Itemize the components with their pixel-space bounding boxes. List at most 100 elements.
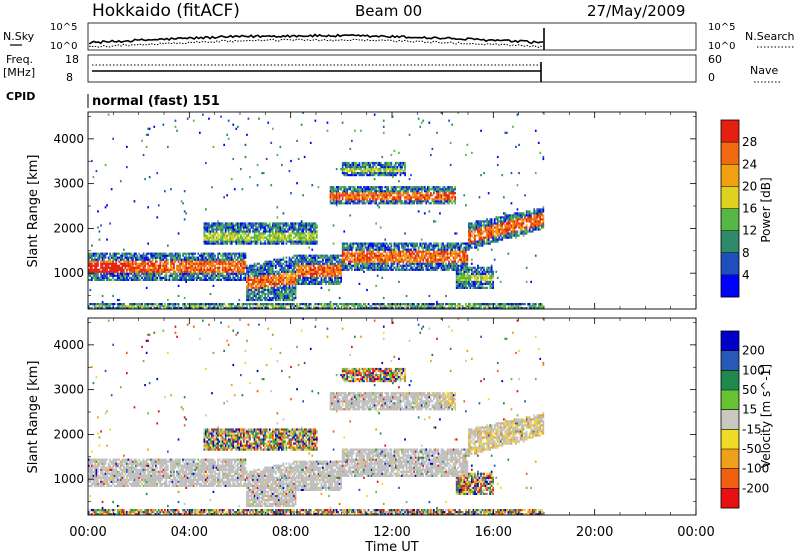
power-cell xyxy=(256,282,259,285)
power-cell xyxy=(132,270,134,273)
power-cell xyxy=(182,264,184,267)
power-cell xyxy=(366,168,368,171)
power-cell xyxy=(305,228,308,231)
power-cell xyxy=(255,280,257,283)
power-cell xyxy=(121,278,124,281)
power-cell xyxy=(232,123,235,126)
power-cell xyxy=(314,119,317,122)
power-cell xyxy=(262,276,265,279)
power-cell xyxy=(381,192,384,195)
power-cell xyxy=(398,198,400,201)
power-cell xyxy=(241,254,244,257)
power-cell xyxy=(106,204,108,207)
power-cell xyxy=(393,248,396,251)
power-cell xyxy=(98,276,101,279)
power-cell xyxy=(335,256,338,259)
power-cell xyxy=(398,258,400,261)
power-cell xyxy=(325,303,327,306)
power-cell xyxy=(177,268,180,271)
power-cell xyxy=(183,190,186,193)
power-cell xyxy=(276,298,279,302)
power-cell xyxy=(399,260,402,263)
power-cell xyxy=(305,256,308,259)
power-cell xyxy=(360,129,362,132)
power-cell xyxy=(256,222,259,225)
power-cell xyxy=(229,222,232,225)
power-cell xyxy=(376,254,379,257)
power-cell xyxy=(294,270,297,273)
power-cell xyxy=(142,307,145,310)
power-cell xyxy=(317,268,320,271)
power-cell xyxy=(385,202,388,205)
power-cell xyxy=(288,278,291,281)
power-cell xyxy=(94,252,96,255)
power-cell xyxy=(142,262,145,265)
power-cell xyxy=(392,254,394,257)
power-cell xyxy=(281,305,283,308)
power-cell xyxy=(119,270,122,273)
power-cell xyxy=(300,270,303,273)
power-cell xyxy=(363,262,365,265)
power-cell xyxy=(288,290,291,294)
power-cell xyxy=(335,186,338,189)
power-cell xyxy=(398,246,400,249)
power-cell xyxy=(396,248,399,251)
power-cell xyxy=(171,256,174,259)
power-cell xyxy=(95,262,98,265)
power-cell xyxy=(281,280,283,283)
power-cell xyxy=(317,276,320,279)
power-cell xyxy=(112,303,114,306)
power-cell xyxy=(378,256,380,259)
power-cell xyxy=(240,168,242,171)
power-cell xyxy=(352,161,355,165)
power-cell xyxy=(287,266,289,269)
power-cell xyxy=(246,268,248,271)
power-cell xyxy=(115,260,118,263)
power-cell xyxy=(261,242,263,245)
power-cell xyxy=(217,236,219,239)
power-cell xyxy=(366,268,368,271)
power-cell xyxy=(265,298,268,302)
power-cell xyxy=(173,262,175,265)
power-cell xyxy=(402,260,405,263)
power-cell xyxy=(337,262,339,265)
power-cell xyxy=(211,228,213,231)
power-cell xyxy=(161,305,163,308)
power-cell xyxy=(258,234,260,237)
power-cell xyxy=(275,307,277,310)
power-cell xyxy=(311,282,314,285)
power-cell xyxy=(285,282,288,285)
power-cell xyxy=(104,270,107,273)
power-cell xyxy=(279,278,282,281)
power-cell xyxy=(215,240,218,243)
power-cell xyxy=(351,163,353,167)
power-cell xyxy=(241,240,244,243)
power-cell xyxy=(389,256,391,259)
power-cell xyxy=(328,307,330,310)
power-cell xyxy=(364,188,367,191)
power-cell xyxy=(106,305,108,308)
power-cell xyxy=(141,258,143,261)
power-cell xyxy=(250,238,253,241)
power-cell xyxy=(366,266,368,269)
power-cell xyxy=(302,238,304,241)
power-cell xyxy=(189,260,192,263)
power-cell xyxy=(186,307,189,310)
power-cell xyxy=(205,270,207,273)
power-cell xyxy=(387,256,390,259)
power-cell xyxy=(334,196,336,199)
power-cell xyxy=(316,270,318,273)
power-cell xyxy=(340,258,342,261)
power-cell xyxy=(276,236,279,239)
power-cell xyxy=(316,280,318,283)
power-cell xyxy=(370,170,373,173)
power-cell xyxy=(103,252,105,255)
power-cell xyxy=(366,254,368,257)
power-cell xyxy=(129,256,131,259)
power-cell xyxy=(185,278,187,281)
power-cell xyxy=(259,282,262,285)
power-cell xyxy=(278,242,280,245)
power-cell xyxy=(92,176,95,179)
power-cell xyxy=(119,274,122,277)
station-title: Hokkaido (fitACF) xyxy=(92,1,240,21)
